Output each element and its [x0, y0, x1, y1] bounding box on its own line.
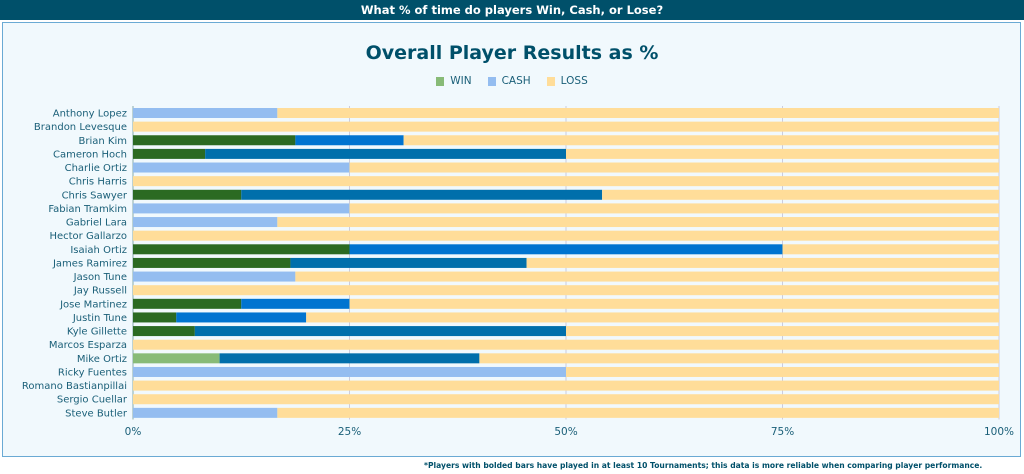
bar-win[interactable]: [133, 189, 242, 200]
category-label: Brian Kim: [79, 136, 127, 147]
x-tick-label: 25%: [338, 426, 361, 438]
category-label: Jason Tune: [73, 272, 127, 283]
bar-cash[interactable]: [295, 135, 404, 146]
x-tick-label: 100%: [984, 426, 1014, 438]
legend: WIN CASH LOSS: [0, 75, 1024, 87]
category-label: Steve Butler: [65, 408, 128, 419]
bar-loss[interactable]: [602, 189, 999, 200]
bar-loss[interactable]: [526, 257, 999, 268]
bar-cash[interactable]: [133, 217, 278, 228]
category-label: Marcos Esparza: [49, 340, 127, 351]
bar-loss[interactable]: [479, 353, 999, 364]
category-label: Romano Bastianpillai: [22, 381, 127, 392]
bar-loss[interactable]: [133, 285, 999, 296]
bar-loss[interactable]: [782, 244, 1000, 255]
x-tick-label: 75%: [771, 426, 794, 438]
bar-loss[interactable]: [133, 121, 999, 132]
bar-cash[interactable]: [219, 353, 480, 364]
bar-win[interactable]: [133, 312, 177, 323]
bar-win[interactable]: [133, 257, 291, 268]
bar-loss[interactable]: [133, 394, 999, 405]
x-tick-label: 0%: [125, 426, 142, 438]
bar-loss[interactable]: [133, 339, 999, 350]
bar-loss[interactable]: [566, 366, 999, 377]
bar-cash[interactable]: [205, 148, 566, 159]
bar-loss[interactable]: [349, 162, 1000, 173]
category-label: Brandon Levesque: [34, 122, 127, 133]
bar-cash[interactable]: [241, 189, 603, 200]
bar-cash[interactable]: [133, 108, 278, 118]
category-label: Hector Gallarzo: [49, 231, 127, 242]
bar-loss[interactable]: [566, 148, 999, 159]
category-label: Jose Martinez: [59, 299, 127, 310]
category-label: Chris Harris: [69, 177, 127, 188]
bar-loss[interactable]: [295, 271, 999, 282]
bar-loss[interactable]: [349, 203, 1000, 214]
bar-cash[interactable]: [133, 203, 350, 214]
bar-cash[interactable]: [241, 298, 350, 309]
category-label: Isaiah Ortiz: [70, 245, 127, 256]
bar-loss[interactable]: [133, 230, 999, 241]
bar-cash[interactable]: [133, 271, 296, 282]
header-bar: What % of time do players Win, Cash, or …: [0, 0, 1024, 20]
bar-win[interactable]: [133, 135, 296, 146]
bar-cash[interactable]: [349, 244, 783, 255]
category-label: Kyle Gillette: [67, 327, 127, 338]
category-label: Sergio Cuellar: [57, 395, 128, 406]
category-label: Gabriel Lara: [66, 218, 127, 229]
category-label: Fabian Tramkim: [48, 204, 127, 215]
bar-cash[interactable]: [176, 312, 307, 323]
legend-swatch-cash: [487, 76, 496, 86]
legend-swatch-loss: [546, 76, 555, 86]
bar-win[interactable]: [133, 298, 242, 309]
bar-loss[interactable]: [349, 298, 1000, 309]
category-label: Anthony Lopez: [53, 109, 127, 120]
bar-loss[interactable]: [277, 217, 1000, 228]
bar-loss[interactable]: [306, 312, 999, 323]
bar-cash[interactable]: [194, 326, 566, 337]
bar-cash[interactable]: [133, 162, 350, 173]
legend-loss[interactable]: LOSS: [546, 75, 588, 87]
bar-cash[interactable]: [133, 407, 278, 418]
x-tick-label: 50%: [554, 426, 577, 438]
bar-win[interactable]: [133, 244, 350, 255]
footer-note: *Players with bolded bars have played in…: [424, 461, 983, 470]
bar-loss[interactable]: [133, 176, 999, 187]
bar-cash[interactable]: [133, 366, 566, 377]
bar-loss[interactable]: [566, 326, 999, 337]
category-label: Jay Russell: [73, 286, 127, 297]
chart-title: Overall Player Results as %: [365, 42, 659, 64]
legend-label-win: WIN: [450, 75, 472, 87]
bar-loss[interactable]: [403, 135, 999, 146]
bar-win[interactable]: [133, 326, 195, 337]
category-label: Charlie Ortiz: [65, 163, 127, 174]
category-label: Chris Sawyer: [62, 190, 128, 201]
bar-loss[interactable]: [277, 407, 1000, 418]
bar-win[interactable]: [133, 353, 220, 364]
legend-label-cash: CASH: [501, 75, 531, 87]
category-label: James Ramirez: [52, 258, 127, 269]
legend-label-loss: LOSS: [560, 75, 588, 87]
legend-win[interactable]: WIN: [436, 75, 472, 87]
category-label: Ricky Fuentes: [58, 367, 127, 378]
category-label: Cameron Hoch: [53, 149, 127, 160]
bar-loss[interactable]: [277, 108, 1000, 118]
bar-loss[interactable]: [133, 380, 999, 391]
legend-swatch-win: [436, 76, 445, 86]
legend-cash[interactable]: CASH: [487, 75, 531, 87]
category-label: Mike Ortiz: [77, 354, 127, 365]
bar-win[interactable]: [133, 148, 206, 159]
bar-cash[interactable]: [290, 257, 527, 268]
category-label: Justin Tune: [72, 313, 127, 324]
